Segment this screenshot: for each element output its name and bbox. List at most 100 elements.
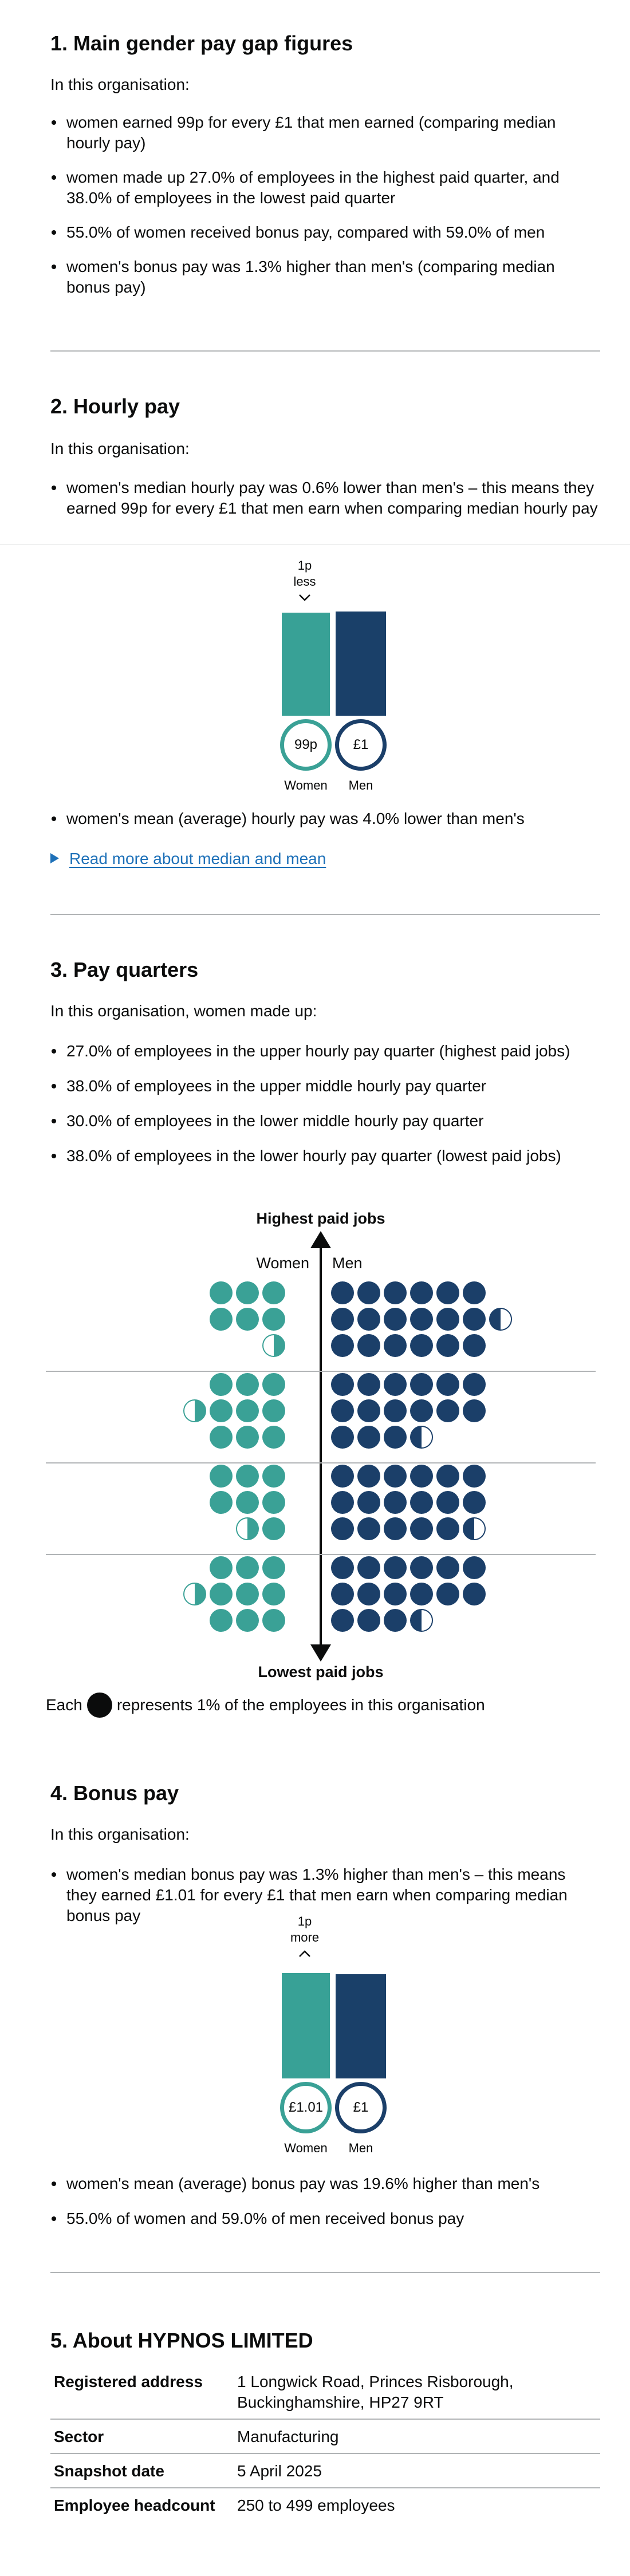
women-pay-bar xyxy=(282,613,330,716)
list-item: 38.0% of employees in the upper middle h… xyxy=(50,1076,600,1096)
list-item: 38.0% of employees in the lower hourly p… xyxy=(50,1146,600,1166)
men-employee-dot xyxy=(357,1373,380,1396)
men-employee-dot xyxy=(384,1491,407,1514)
men-label: Men xyxy=(348,778,373,792)
gap-label-line2: less xyxy=(293,574,316,589)
women-employee-dot xyxy=(210,1281,233,1304)
list-item: 55.0% of women and 59.0% of men received… xyxy=(50,2208,600,2229)
men-employee-dot xyxy=(331,1399,354,1422)
men-employee-dot xyxy=(357,1399,380,1422)
women-employee-dot xyxy=(236,1373,259,1396)
women-employee-dot xyxy=(236,1491,259,1514)
men-employee-dot xyxy=(436,1465,459,1488)
highest-paid-label: Highest paid jobs xyxy=(256,1210,385,1227)
quarters-men-label: Men xyxy=(332,1255,363,1272)
table-row: Employee headcount 250 to 499 employees xyxy=(50,2488,600,2522)
men-employee-dot xyxy=(436,1491,459,1514)
women-employee-dot xyxy=(236,1556,259,1579)
women-employee-dot xyxy=(262,1517,285,1540)
row-value: 5 April 2025 xyxy=(237,2462,322,2480)
list-item: women made up 27.0% of employees in the … xyxy=(50,167,600,208)
organisation-summary-table: Registered address 1 Longwick Road, Prin… xyxy=(50,2365,600,2522)
men-employee-dot xyxy=(436,1517,459,1540)
chart-top-border xyxy=(0,544,630,545)
women-employee-dot xyxy=(262,1491,285,1514)
men-employee-dot xyxy=(331,1491,354,1514)
men-employee-dot xyxy=(357,1491,380,1514)
men-half-dot xyxy=(410,1426,433,1449)
men-employee-dot xyxy=(384,1399,407,1422)
men-employee-dot xyxy=(331,1517,354,1540)
men-employee-dot xyxy=(384,1334,407,1357)
men-employee-dot xyxy=(384,1517,407,1540)
details-link[interactable]: Read more about median and mean xyxy=(69,850,326,867)
men-employee-dot xyxy=(384,1583,407,1605)
gap-label-line1: 1p xyxy=(297,1914,312,1928)
row-label: Sector xyxy=(54,2428,104,2445)
women-employee-dot xyxy=(262,1556,285,1579)
men-employee-dot xyxy=(384,1426,407,1449)
men-employee-dot xyxy=(436,1308,459,1331)
women-employee-dot xyxy=(210,1583,233,1605)
key-text-before: Each xyxy=(46,1696,82,1714)
men-employee-dot xyxy=(357,1609,380,1632)
quarters-women-label: Women xyxy=(256,1255,309,1272)
women-employee-dot xyxy=(262,1373,285,1396)
quarter-divider xyxy=(46,1462,596,1463)
quarter-divider xyxy=(46,1554,596,1555)
men-half-dot xyxy=(410,1609,433,1632)
women-employee-dot xyxy=(262,1308,285,1331)
men-pay-bar xyxy=(336,612,386,716)
men-value-circle: £1 xyxy=(335,719,387,771)
men-employee-dot xyxy=(410,1399,433,1422)
men-employee-dot xyxy=(463,1281,486,1304)
section-divider xyxy=(50,350,600,352)
section-1-heading: 1. Main gender pay gap figures xyxy=(50,31,353,55)
list-item: women earned 99p for every £1 that men e… xyxy=(50,112,600,153)
key-text-after: represents 1% of the employees in this o… xyxy=(116,1696,485,1714)
men-employee-dot xyxy=(410,1334,433,1357)
women-label: Women xyxy=(284,778,328,792)
gap-label-line1: 1p xyxy=(297,558,312,573)
women-employee-dot xyxy=(210,1399,233,1422)
men-employee-dot xyxy=(436,1281,459,1304)
men-employee-dot xyxy=(384,1308,407,1331)
row-label: Registered address xyxy=(54,2373,203,2390)
women-label: Women xyxy=(284,2141,328,2155)
women-employee-dot xyxy=(236,1465,259,1488)
men-employee-dot xyxy=(410,1281,433,1304)
men-employee-dot xyxy=(463,1556,486,1579)
women-half-dot xyxy=(262,1334,285,1357)
section-4-list-2: women's mean (average) bonus pay was 19.… xyxy=(50,2173,600,2229)
women-value-circle: £1.01 xyxy=(280,2082,332,2133)
men-employee-dot xyxy=(463,1373,486,1396)
women-bonus-bar xyxy=(282,1973,330,2078)
men-half-dot xyxy=(489,1308,512,1331)
men-employee-dot xyxy=(384,1609,407,1632)
men-employee-dot xyxy=(384,1373,407,1396)
section-2-list: women's median hourly pay was 0.6% lower… xyxy=(50,478,600,519)
men-employee-dot xyxy=(357,1426,380,1449)
median-mean-details[interactable]: Read more about median and mean xyxy=(50,849,326,869)
section-divider xyxy=(50,2272,600,2273)
men-employee-dot xyxy=(357,1583,380,1605)
list-item: 27.0% of employees in the upper hourly p… xyxy=(50,1041,600,1062)
men-employee-dot xyxy=(357,1334,380,1357)
dot-key-icon xyxy=(86,1693,112,1718)
section-3-heading: 3. Pay quarters xyxy=(50,958,199,981)
men-employee-dot xyxy=(436,1334,459,1357)
men-employee-dot xyxy=(357,1465,380,1488)
men-employee-dot xyxy=(410,1517,433,1540)
women-employee-dot xyxy=(262,1281,285,1304)
row-value: 250 to 499 employees xyxy=(237,2496,395,2514)
men-employee-dot xyxy=(410,1491,433,1514)
list-item: 55.0% of women received bonus pay, compa… xyxy=(50,222,600,243)
table-row: Sector Manufacturing xyxy=(50,2419,600,2453)
men-employee-dot xyxy=(463,1583,486,1605)
women-employee-dot xyxy=(210,1556,233,1579)
list-item: women's bonus pay was 1.3% higher than m… xyxy=(50,257,600,298)
men-employee-dot xyxy=(357,1556,380,1579)
men-bonus-bar xyxy=(336,1974,386,2078)
men-employee-dot xyxy=(436,1399,459,1422)
row-label: Snapshot date xyxy=(54,2462,164,2480)
